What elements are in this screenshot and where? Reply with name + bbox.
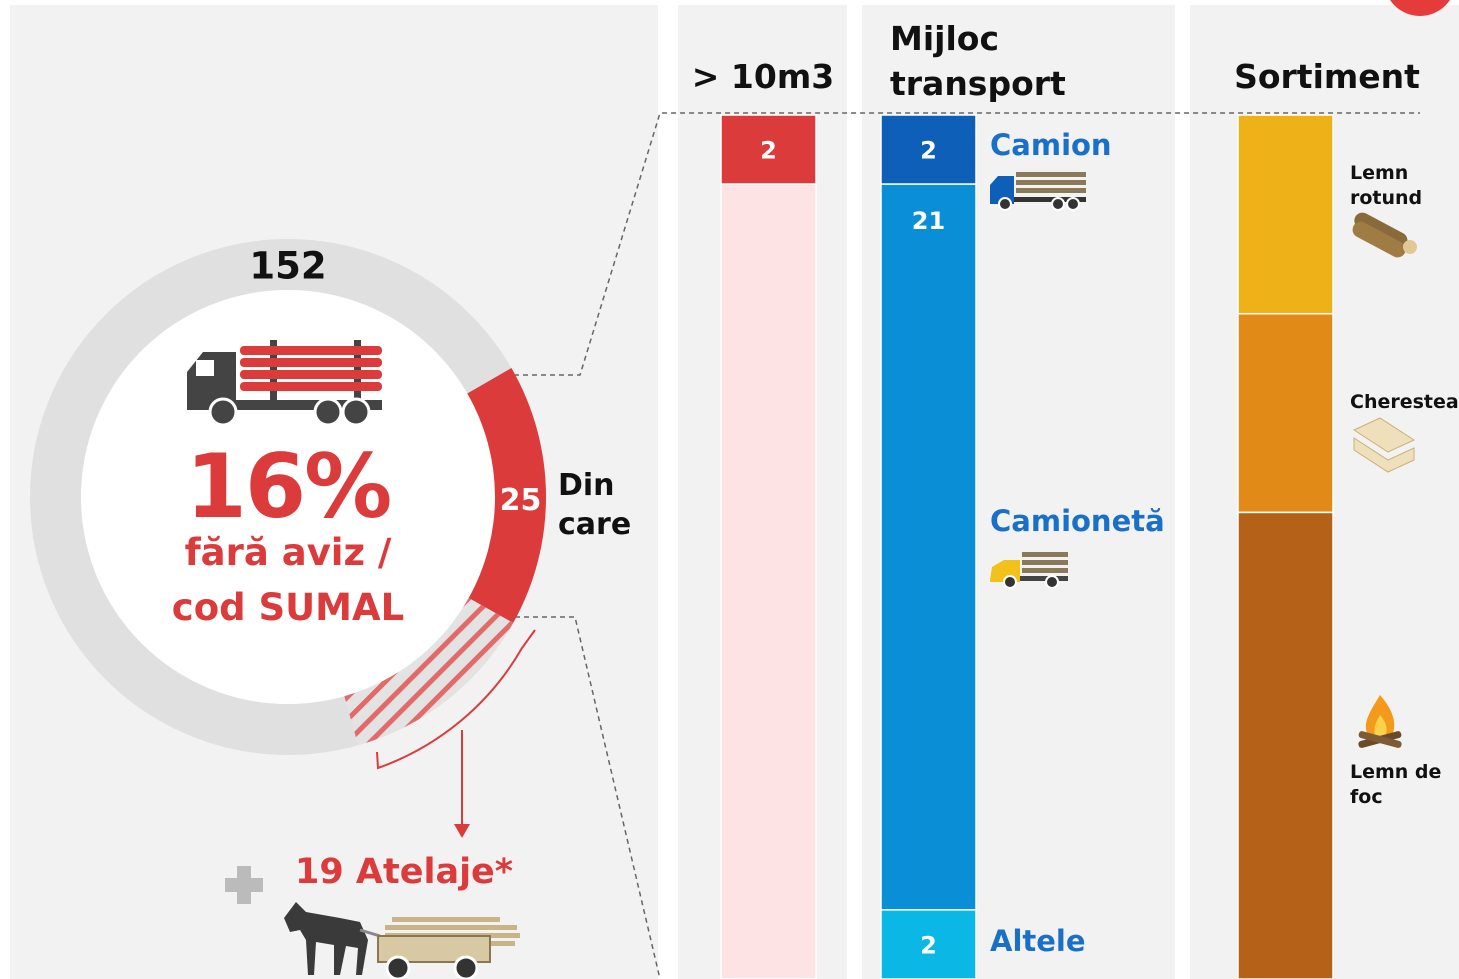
segment-name: Camion — [990, 127, 1112, 162]
connector — [505, 112, 1420, 979]
plus-icon — [225, 866, 263, 904]
donut: 25 — [30, 239, 546, 755]
segment-name: Camionetă — [990, 504, 1165, 538]
horse-cart-icon — [284, 902, 520, 979]
camioneta-icon — [990, 552, 1068, 589]
donut-total: 152 — [249, 245, 326, 288]
donut-segment — [344, 598, 514, 746]
caption: fără aviz / cod SUMAL — [171, 531, 405, 629]
donut-hole — [81, 290, 495, 704]
badge — [1390, 0, 1450, 16]
column-title: Sortiment — [1234, 57, 1420, 96]
atelaje-label: 19 Atelaje* — [295, 852, 514, 892]
camion-icon — [990, 172, 1086, 211]
bracket — [376, 629, 536, 770]
subset-label: Din care — [558, 468, 632, 542]
segment-value: 2 — [920, 931, 937, 959]
segment-name: Altele — [990, 924, 1086, 959]
segment-name: Lemn rotund — [1350, 162, 1423, 209]
segment-label: 25 — [500, 483, 542, 518]
truck-icon — [187, 340, 382, 427]
planks-icon — [1352, 417, 1416, 473]
bar-segment — [880, 183, 977, 911]
bar-segment — [1237, 312, 1334, 514]
segment-name: Cherestea — [1350, 390, 1459, 413]
logs-icon — [1352, 212, 1417, 258]
bar-segment — [720, 183, 817, 979]
segment-value: 2 — [760, 137, 777, 165]
fire-icon — [1358, 695, 1402, 748]
arrow-head — [454, 824, 470, 838]
segment-value: 21 — [912, 207, 945, 235]
bars: 2 2 21 2 — [720, 114, 1334, 979]
bar-segment — [720, 114, 817, 185]
headline: 16% — [185, 435, 393, 538]
bar-segment — [1237, 511, 1334, 979]
column-title: > 10m3 — [691, 57, 835, 96]
donut-segment — [467, 368, 546, 623]
bar-segment — [880, 114, 977, 185]
bar-segment — [880, 909, 977, 979]
column-title: Mijloc transport — [890, 19, 1066, 103]
bar-segment — [1237, 114, 1334, 315]
segment-name: Lemn de foc — [1350, 761, 1442, 809]
segment-value: 2 — [920, 137, 937, 165]
